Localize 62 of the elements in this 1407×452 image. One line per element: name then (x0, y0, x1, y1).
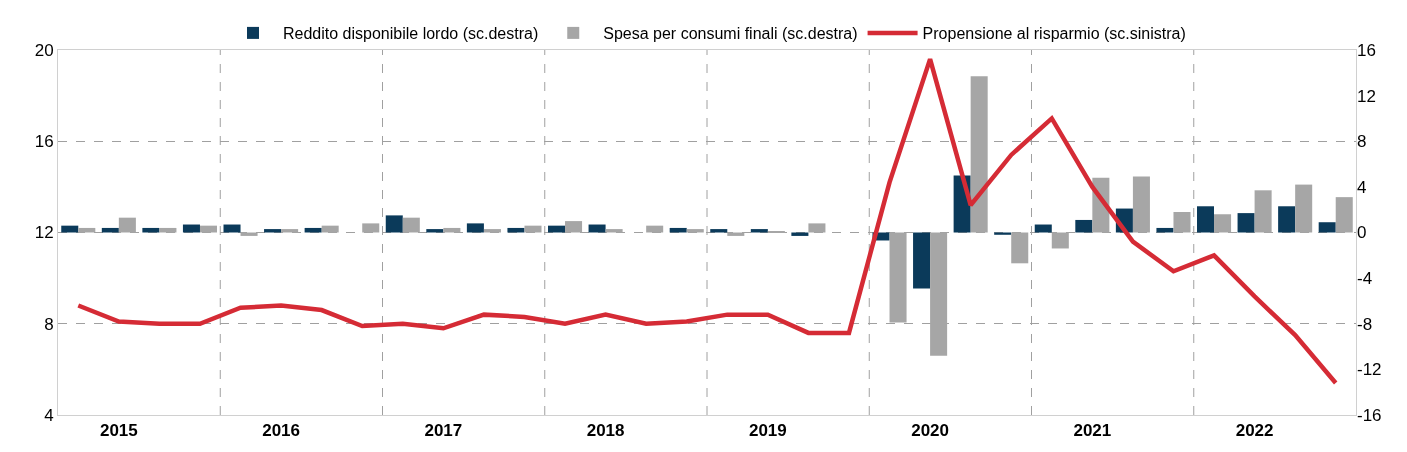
y2-tick-label: 8 (1357, 132, 1367, 152)
bar (426, 229, 444, 233)
y2-tick-label: -12 (1357, 360, 1382, 380)
y-tick-label: 4 (44, 405, 54, 425)
x-tick-label: 2018 (586, 421, 625, 441)
bar (1318, 222, 1336, 233)
y-tick-label: 20 (34, 40, 54, 60)
bar (1278, 206, 1296, 233)
bar (1156, 227, 1174, 233)
bar (913, 232, 931, 289)
bar (588, 224, 606, 233)
x-tick-label: 2020 (911, 421, 949, 441)
y2-tick-label: 4 (1357, 177, 1367, 197)
bar (466, 223, 484, 233)
legend-label: Reddito disponibile lordo (sc.destra) (283, 25, 539, 43)
bar (646, 225, 664, 233)
x-tick-label: 2021 (1073, 421, 1112, 441)
bar (142, 227, 160, 233)
bar (483, 229, 501, 233)
bar (362, 223, 380, 233)
legend-label: Spesa per consumi finali (sc.destra) (603, 25, 858, 43)
bar (1237, 213, 1255, 233)
bar (710, 229, 728, 233)
y-tick-label: 8 (44, 314, 54, 334)
x-tick-label: 2016 (262, 421, 300, 441)
bar (507, 227, 525, 233)
y2-tick-label: -16 (1357, 405, 1382, 425)
bar (970, 76, 988, 233)
bar (101, 227, 119, 233)
x-tick-label: 2022 (1235, 421, 1274, 441)
bar (1075, 219, 1093, 233)
bar (159, 227, 177, 233)
bar (750, 229, 768, 233)
y-tick-label: 12 (34, 223, 54, 243)
legend-label: Propensione al risparmio (sc.sinistra) (922, 25, 1186, 43)
bar (61, 225, 79, 233)
bar (182, 224, 200, 233)
bar (199, 225, 218, 233)
bar (1295, 184, 1313, 233)
bar (548, 225, 566, 233)
y2-tick-label: 16 (1357, 40, 1376, 60)
y2-tick-label: 12 (1357, 86, 1376, 106)
x-tick-label: 2019 (748, 421, 787, 441)
bar (808, 223, 826, 233)
line-series (76, 56, 1338, 386)
bar (1196, 206, 1215, 233)
x-tick-label: 2017 (424, 421, 463, 441)
bar (223, 224, 241, 233)
bar (321, 225, 339, 233)
x-tick-label: 2015 (99, 421, 138, 441)
bar (524, 225, 542, 233)
y2-tick-label: -8 (1357, 314, 1373, 334)
bar (686, 229, 704, 233)
bar (304, 227, 322, 233)
bar (669, 227, 687, 233)
y2-tick-label: -4 (1357, 269, 1373, 289)
y-tick-label: 16 (34, 132, 54, 152)
y2-tick-label: 0 (1357, 223, 1367, 243)
bar (264, 229, 282, 233)
bar (385, 215, 403, 233)
bar (1034, 224, 1052, 233)
bar (1132, 176, 1150, 233)
